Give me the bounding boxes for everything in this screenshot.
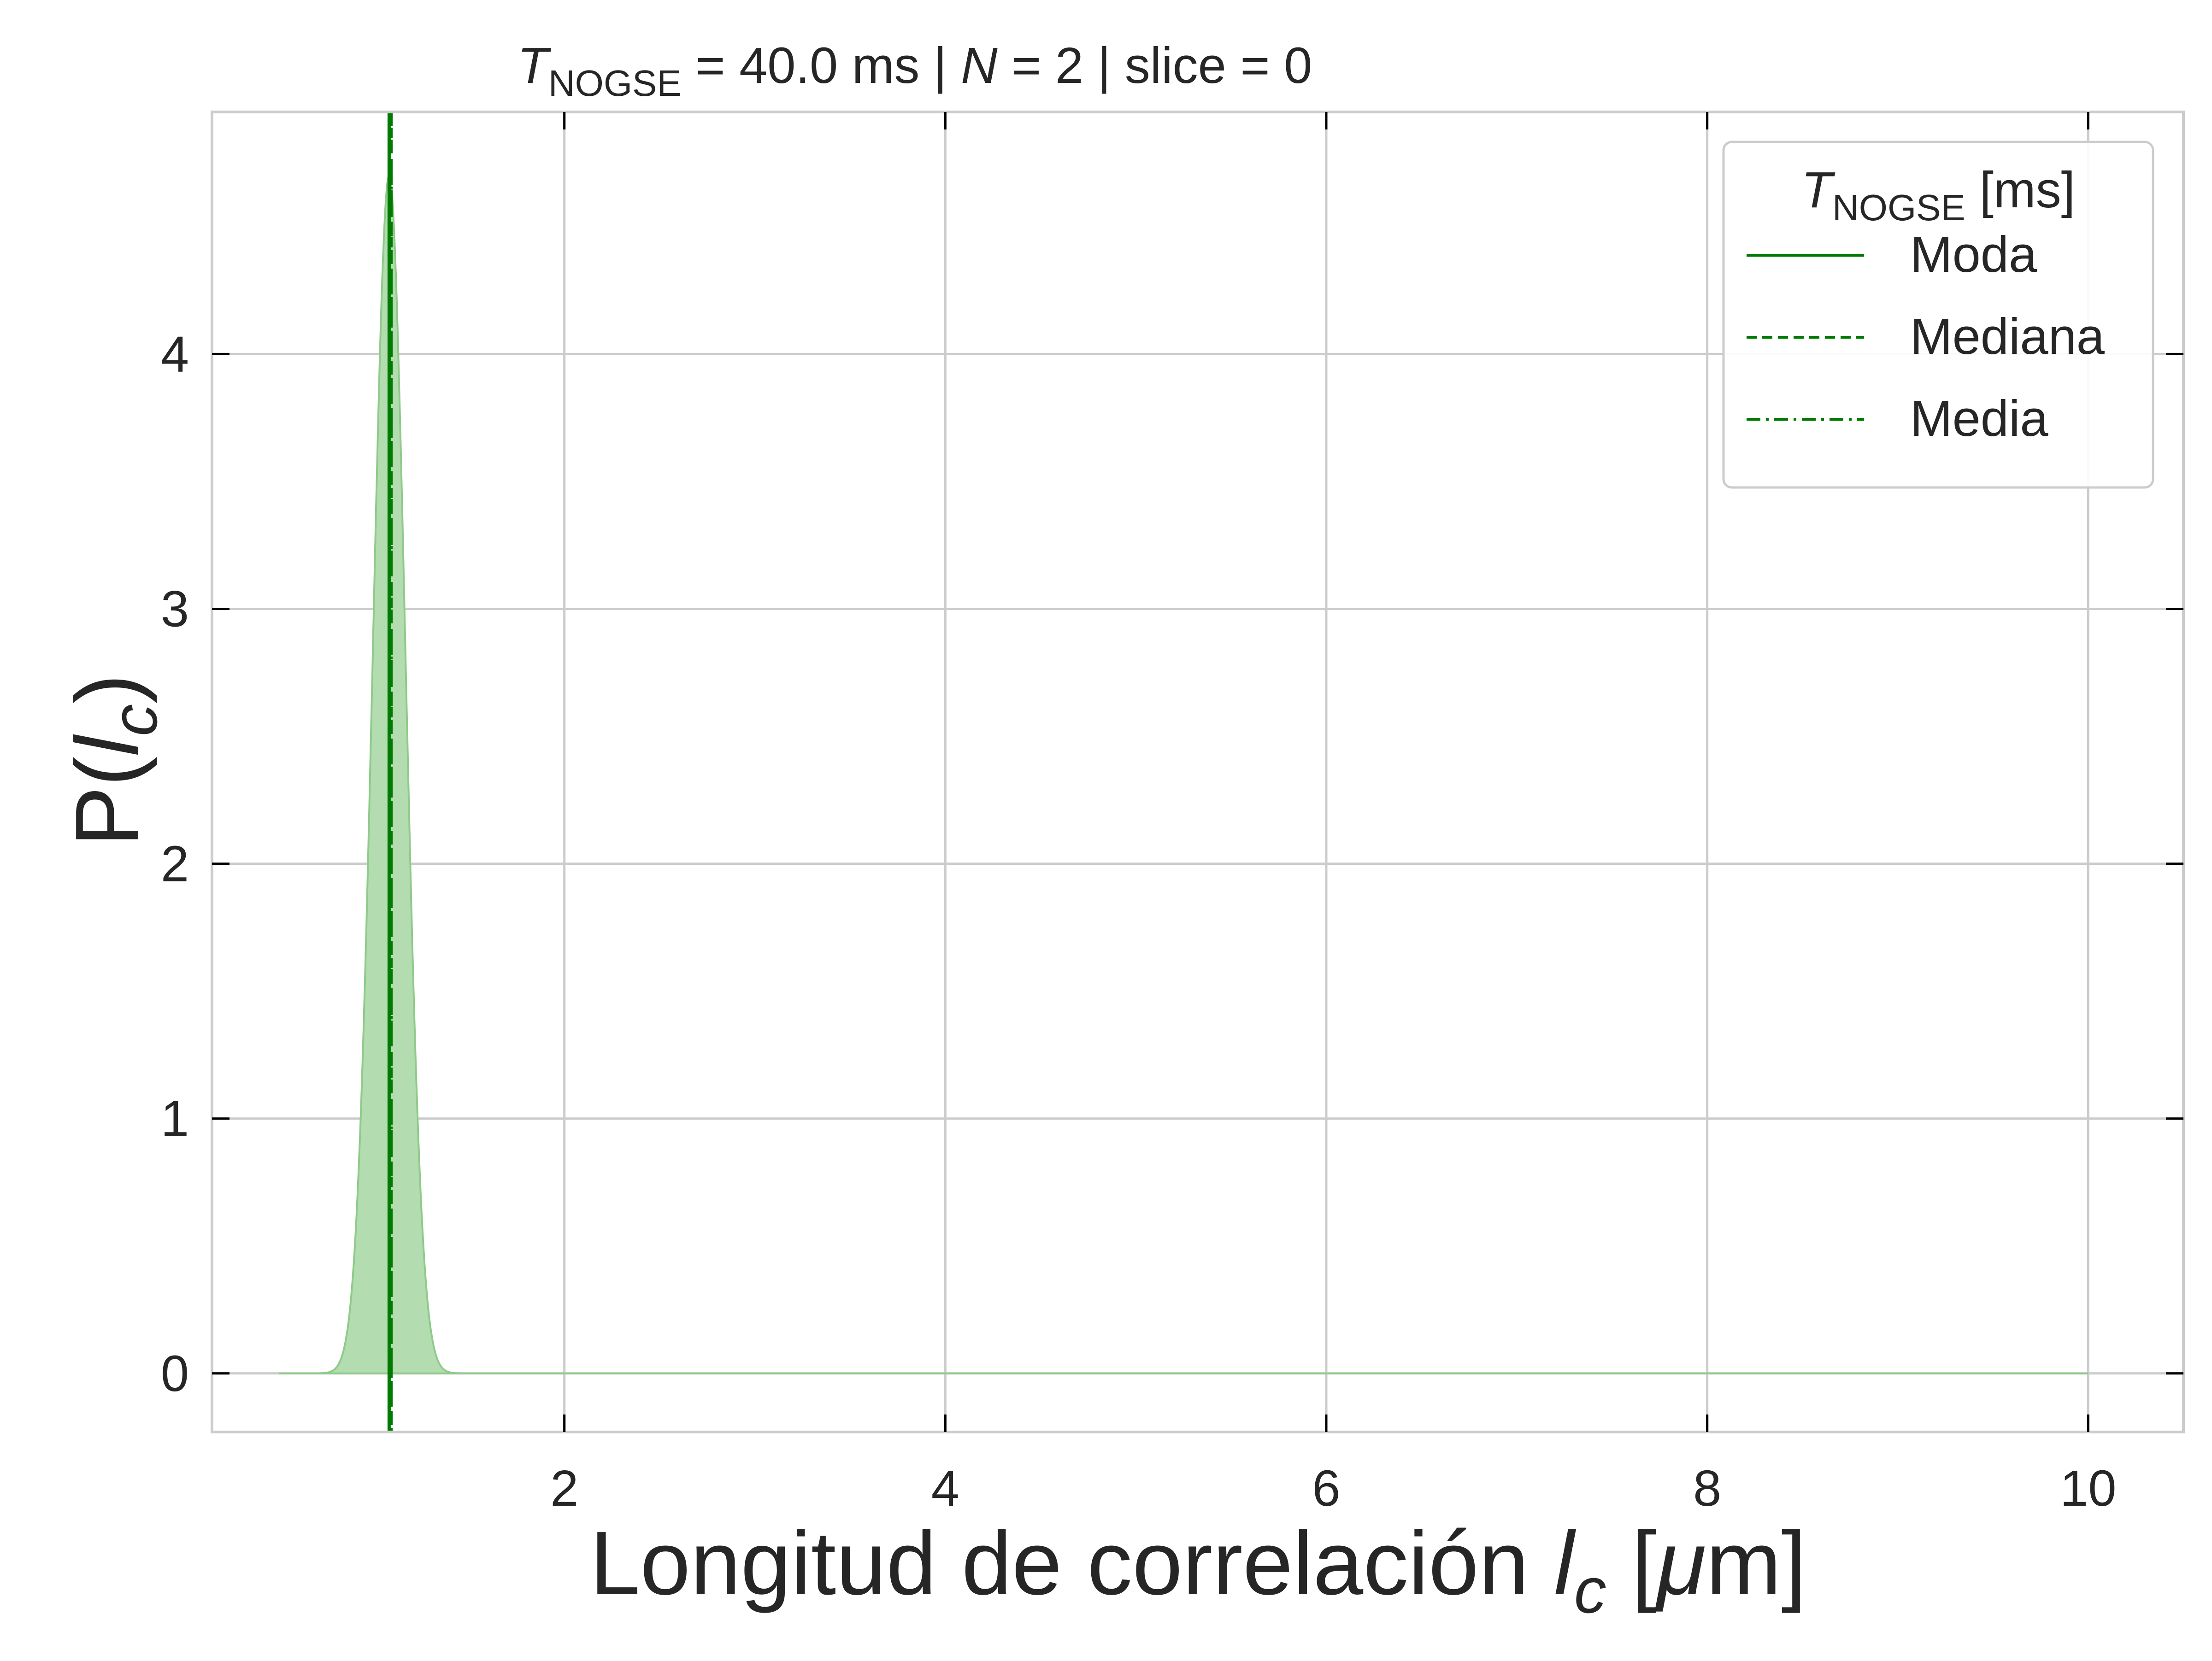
legend-label-media: Media [1910,390,2048,447]
title-sub: NOGSE [548,63,682,104]
tick-marks [212,112,2183,1432]
y-tick-label: 0 [161,1345,189,1402]
x-tick-labels: 2 4 6 8 10 [550,1460,2116,1517]
density-fill [278,175,2088,1374]
y-tick-label: 3 [161,581,189,638]
y-tick-label: 1 [161,1091,189,1147]
legend-title-sub: NOGSE [1832,187,1965,228]
x-axis-label-open: [ [1606,1513,1657,1614]
chart-title: TNOGSE = 40.0 ms | N = 2 | slice = 0 [518,37,1312,104]
x-axis-label-mu: μ [1654,1513,1706,1614]
density-area [278,175,2088,1374]
legend-label-moda: Moda [1910,226,2037,283]
y-axis-label-text: P( [57,756,158,846]
y-tick-label: 4 [161,326,189,382]
legend-title-rest: [ms] [1965,162,2075,218]
plot-frame [211,111,2185,1433]
x-tick-label: 4 [931,1460,959,1517]
x-tick-label: 6 [1312,1460,1340,1517]
title-var: T [518,37,552,94]
x-axis-label: Longitud de correlación lc [μm] [590,1513,1806,1626]
y-axis-label-close: ) [57,674,158,704]
legend-title-var: T [1801,162,1835,218]
x-tick-label: 8 [1693,1460,1721,1517]
y-axis-label: P(lc) [57,674,171,847]
x-tick-label: 2 [550,1460,578,1517]
x-axis-label-sub: c [1574,1554,1606,1626]
legend-label-mediana: Mediana [1910,308,2105,365]
legend-box [1722,141,2154,489]
x-axis-label-text: Longitud de correlación [590,1513,1554,1614]
y-axis-label-var: l [57,734,158,756]
title-var2: N [961,37,998,94]
y-tick-labels: 0 1 2 3 4 [161,326,189,1402]
y-axis-label-sub: c [98,704,171,736]
x-axis-label-var: l [1554,1513,1576,1614]
statistic-lines [387,112,393,1432]
y-tick-label: 2 [161,836,189,892]
legend: TNOGSE [ms] Moda Mediana Media [1722,141,2154,489]
x-axis-label-unit: m] [1706,1513,1806,1614]
title-rest2: = 2 | slice = 0 [998,37,1312,94]
x-tick-label: 10 [2060,1460,2116,1517]
title-rest1: = 40.0 ms | [682,37,961,94]
legend-entries: Moda Mediana Media [1747,226,2105,447]
legend-title: TNOGSE [ms] [1801,162,2075,228]
